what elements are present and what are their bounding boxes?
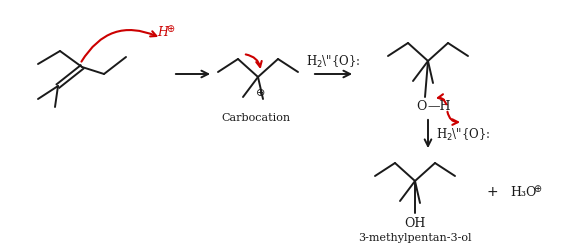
Text: +: +	[486, 184, 498, 198]
Text: H$_2$\"{O}:: H$_2$\"{O}:	[436, 127, 491, 142]
FancyArrowPatch shape	[448, 112, 458, 125]
Text: 3-methylpentan-3-ol: 3-methylpentan-3-ol	[358, 232, 472, 242]
Text: OH: OH	[404, 217, 426, 230]
FancyArrowPatch shape	[81, 31, 156, 62]
Text: H₃O: H₃O	[510, 185, 536, 198]
Text: $\oplus$: $\oplus$	[255, 86, 265, 97]
FancyArrowPatch shape	[246, 55, 262, 68]
Text: —H: —H	[427, 99, 451, 112]
Text: $\oplus$: $\oplus$	[533, 182, 542, 193]
Text: Carbocation: Carbocation	[221, 113, 290, 122]
FancyArrowPatch shape	[438, 95, 446, 105]
Text: O: O	[416, 99, 426, 112]
Text: $\oplus$: $\oplus$	[166, 22, 176, 33]
Text: H: H	[158, 25, 168, 38]
Text: H$_2$\"{O}:: H$_2$\"{O}:	[306, 54, 361, 70]
